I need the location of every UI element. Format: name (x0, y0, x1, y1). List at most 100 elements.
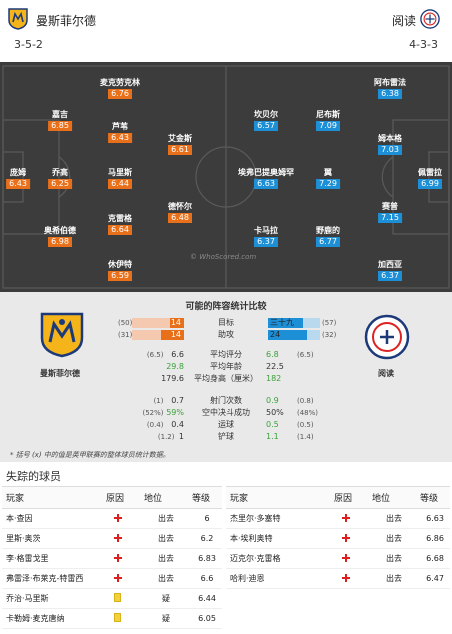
table-row[interactable]: 里斯·奥茨 出去 6.2 (2, 528, 222, 549)
player-rating: 6.43 (108, 133, 132, 143)
player-name[interactable]: 迈克尔·克雷格 (226, 548, 330, 569)
home-player[interactable]: 芦苇 6.43 (108, 122, 132, 143)
player-name[interactable]: 李·格雷戈里 (2, 548, 102, 569)
col-status[interactable]: 地位 (368, 486, 416, 509)
col-reason[interactable]: 原因 (330, 486, 368, 509)
away-stat-value: 50% (266, 408, 284, 417)
home-stat-value: 179.6 (161, 374, 184, 383)
table-row[interactable]: 李·格雷戈里 出去 6.83 (2, 548, 222, 569)
away-player[interactable]: 阿布雷法 6.38 (374, 78, 406, 99)
mansfield-crest-icon (40, 312, 84, 358)
away-player[interactable]: 卡马拉 6.37 (254, 226, 278, 247)
table-row[interactable]: 本·查因 出去 6 (2, 508, 222, 529)
status-cell: 出去 (368, 508, 416, 529)
away-player[interactable]: 坎贝尔 6.57 (254, 110, 278, 131)
home-team-name[interactable]: 曼斯菲尔德 (36, 14, 97, 28)
rating-cell: 6.2 (188, 528, 222, 549)
rating-cell: 6.83 (188, 548, 222, 569)
reason-cell (102, 528, 140, 549)
lineup-comparison-panel: 可能的阵容统计比较 曼斯菲尔德 阅读 (50) 14 目标 三十九 (57) (31) 14… (0, 292, 452, 462)
home-player[interactable]: 庞姆 6.43 (6, 168, 30, 189)
home-player[interactable]: 德怀尔 6.48 (168, 202, 192, 223)
home-league-avg: (1) (153, 397, 164, 405)
player-name[interactable]: 杰里尔·多塞特 (226, 508, 330, 529)
player-name: 加西亚 (378, 260, 402, 269)
player-rating: 6.43 (6, 179, 30, 189)
away-player[interactable]: 翼 7.29 (316, 168, 340, 189)
stat-label: 平均评分 (210, 350, 242, 359)
home-player[interactable]: 休伊特 6.59 (108, 260, 132, 281)
home-player[interactable]: 克雷格 6.64 (108, 214, 132, 235)
home-player[interactable]: 麦克劳克林 6.76 (100, 78, 140, 99)
player-name[interactable]: 乔治·马里斯 (2, 588, 102, 609)
player-rating: 7.09 (316, 121, 340, 131)
away-player[interactable]: 加西亚 6.37 (378, 260, 402, 281)
player-name[interactable]: 里斯·奥茨 (2, 528, 102, 549)
home-stat-value: 0.4 (171, 420, 184, 429)
table-row[interactable]: 哈利·迪恩 出去 6.47 (226, 568, 450, 589)
player-name: 埃弗巴提奥姆罕 (238, 168, 294, 177)
away-team-name[interactable]: 阅读 (391, 14, 416, 28)
col-player[interactable]: 玩家 (226, 486, 330, 509)
table-row[interactable]: 迈克尔·克雷格 出去 6.68 (226, 548, 450, 569)
player-rating: 6.37 (254, 237, 278, 247)
reason-cell (102, 568, 140, 589)
player-rating: 6.64 (108, 225, 132, 235)
home-formation: 3-5-2 (14, 38, 43, 51)
table-row[interactable]: 乔治·马里斯 疑 6.44 (2, 588, 222, 609)
stat-label: 运球 (218, 420, 234, 429)
home-bar (160, 330, 184, 340)
home-player[interactable]: 奥希伯德 6.98 (44, 226, 76, 247)
stat-label: 铲球 (218, 432, 234, 441)
status-cell: 出去 (140, 508, 188, 529)
home-stat-value: 29.8 (166, 362, 184, 371)
home-league-avg: (1.2) (157, 433, 175, 441)
col-status[interactable]: 地位 (140, 486, 188, 509)
away-bar-track: 三十九 (268, 318, 320, 328)
player-name: 芦苇 (112, 122, 128, 131)
player-name[interactable]: 本·查因 (2, 508, 102, 529)
player-name[interactable]: 本·埃利奥特 (226, 528, 330, 549)
home-player[interactable]: 嘉吉 6.85 (48, 110, 72, 131)
player-name: 坎贝尔 (254, 110, 278, 119)
home-crest-name: 曼斯菲尔德 (40, 369, 80, 378)
stat-label: 平均年龄 (210, 362, 242, 371)
away-player[interactable]: 赛普 7.15 (378, 202, 402, 223)
player-rating: 6.38 (378, 89, 402, 99)
table-row[interactable]: 本·埃利奥特 出去 6.86 (226, 528, 450, 549)
player-name: 马里斯 (108, 168, 132, 177)
col-reason[interactable]: 原因 (102, 486, 140, 509)
away-bar (268, 330, 307, 340)
stat-label: 目标 (218, 318, 234, 327)
mansfield-logo-icon (8, 8, 28, 30)
player-name: 艾金斯 (168, 134, 192, 143)
table-row[interactable]: 弗雷泽·布莱克-特雷西 出去 6.6 (2, 568, 222, 589)
away-player[interactable]: 姆本格 7.03 (378, 134, 402, 155)
reason-cell (102, 588, 140, 609)
player-name: 阿布雷法 (374, 78, 406, 87)
col-player[interactable]: 玩家 (2, 486, 102, 509)
col-rating[interactable]: 等级 (416, 486, 450, 509)
col-rating[interactable]: 等级 (188, 486, 222, 509)
away-player[interactable]: 尼布斯 7.09 (316, 110, 340, 131)
player-name: 尼布斯 (316, 110, 340, 119)
table-row[interactable]: 卡勒姆·麦克唐纳 疑 6.05 (2, 608, 222, 629)
home-player[interactable]: 乔高 6.25 (48, 168, 72, 189)
player-name[interactable]: 弗雷泽·布莱克-特雷西 (2, 568, 102, 589)
comparison-stat-row: (0.4) 0.4 运球 0.5 (0.5) (0, 420, 452, 430)
player-name[interactable]: 卡勒姆·麦克唐纳 (2, 608, 102, 629)
table-row[interactable]: 杰里尔·多塞特 出去 6.63 (226, 508, 450, 529)
home-player[interactable]: 马里斯 6.44 (108, 168, 132, 189)
rating-cell: 6.6 (188, 568, 222, 589)
injury-icon (114, 553, 122, 562)
away-league-avg: (57) (322, 319, 337, 327)
home-bar-value: 14 (170, 318, 181, 327)
status-cell: 疑 (140, 608, 188, 629)
away-player[interactable]: 野鹿的 6.77 (316, 226, 340, 247)
away-player[interactable]: 埃弗巴提奥姆罕 6.63 (238, 168, 294, 189)
pitch: 麦克劳克林 6.76 嘉吉 6.85 芦苇 6.43 艾金斯 6.61 庞姆 6.43 乔高 6.25… (0, 62, 452, 292)
away-player[interactable]: 佩雷拉 6.99 (418, 168, 442, 189)
status-cell: 出去 (140, 568, 188, 589)
home-player[interactable]: 艾金斯 6.61 (168, 134, 192, 155)
player-name[interactable]: 哈利·迪恩 (226, 568, 330, 589)
